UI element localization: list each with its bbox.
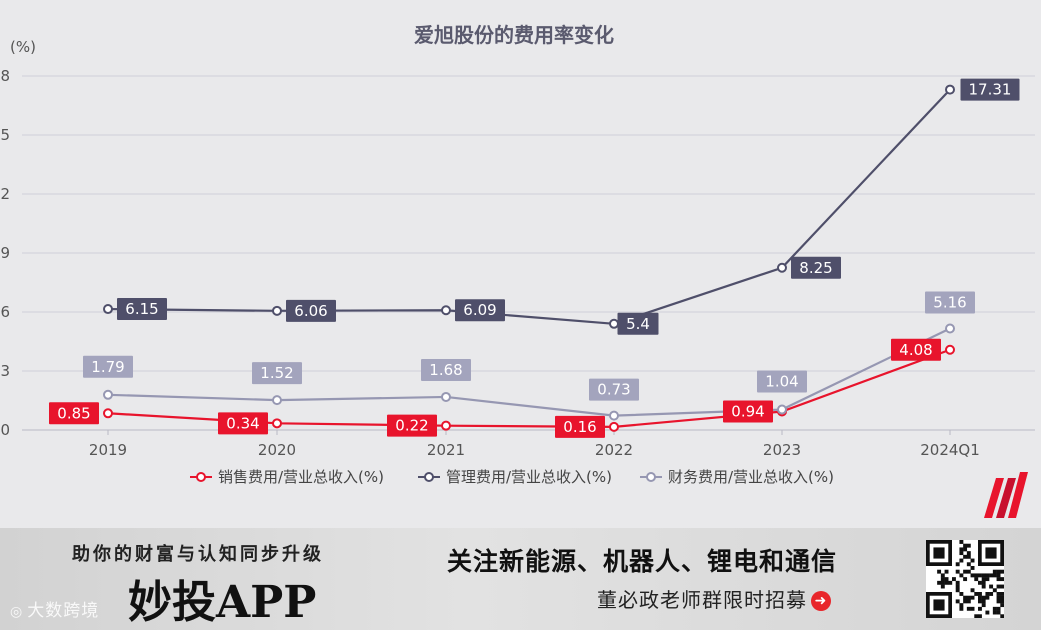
- legend-swatch-marker: [646, 472, 656, 482]
- data-label-box: [218, 412, 268, 435]
- data-point: [441, 305, 451, 316]
- watermark: ◎ 大数跨境: [10, 596, 99, 621]
- data-point: [609, 318, 619, 329]
- data-point: [609, 421, 619, 432]
- data-point: [272, 395, 282, 406]
- data-label: 8.25: [799, 259, 832, 277]
- promo-title: 关注新能源、机器人、锂电和通信: [447, 547, 838, 576]
- x-tick-label: 2019: [89, 441, 127, 459]
- data-label: 6.06: [294, 302, 327, 320]
- x-tick-label: 2021: [427, 441, 465, 459]
- y-tick-label: 15: [0, 126, 10, 144]
- data-label-box: [117, 298, 167, 321]
- qr-code-icon: [926, 540, 1004, 618]
- data-label: 17.31: [969, 81, 1012, 99]
- promo-subtitle[interactable]: 董必政老师群限时招募 ➜: [597, 584, 831, 613]
- app-name: 妙投APP: [128, 577, 317, 628]
- data-label: 6.15: [125, 300, 158, 318]
- data-point: [441, 391, 451, 402]
- promo-subtitle-text: 董必政老师群限时招募: [597, 588, 807, 612]
- data-label-box: [286, 299, 336, 322]
- data-label-box: [252, 362, 302, 385]
- data-label-box: [555, 415, 605, 438]
- data-point: [103, 304, 113, 315]
- data-label-box: [925, 291, 975, 314]
- x-tick-label: 2020: [258, 441, 296, 459]
- data-point: [945, 344, 955, 355]
- x-tick-label: 2022: [595, 441, 633, 459]
- data-label-box: [589, 378, 639, 401]
- y-axis-unit: (%): [10, 38, 36, 56]
- data-label-box: [49, 402, 99, 425]
- brand-logo-icon: ◎: [10, 604, 24, 620]
- data-label: 0.22: [395, 417, 428, 435]
- y-tick-label: 18: [0, 67, 10, 85]
- data-label-box: [723, 400, 773, 423]
- y-tick-label: 0: [0, 421, 10, 439]
- data-label: 5.16: [933, 294, 966, 312]
- data-label-box: [455, 299, 505, 322]
- data-label: 1.79: [91, 358, 124, 376]
- x-tick-label: 2023: [763, 441, 801, 459]
- data-label: 1.04: [765, 373, 798, 391]
- data-label-box: [387, 414, 437, 437]
- data-point: [103, 408, 113, 419]
- legend-label: 财务费用/营业总收入(%): [668, 468, 834, 486]
- data-label-box: [617, 312, 659, 335]
- data-label: 5.4: [626, 315, 650, 333]
- series-line: [107, 327, 951, 417]
- data-point: [272, 418, 282, 429]
- y-tick-label: 6: [0, 303, 10, 321]
- data-point: [272, 305, 282, 316]
- watermark-text: 大数跨境: [27, 601, 100, 621]
- data-point: [945, 323, 955, 334]
- slogan: 助你的财富与认知同步升级: [72, 544, 324, 565]
- data-label-box: [757, 370, 807, 393]
- legend-swatch-marker: [196, 472, 206, 482]
- data-point: [777, 404, 787, 415]
- chart-area: 爱旭股份的费用率变化 (%) 0 3 6 9 12 15 18 2019 2020 2021 202…: [0, 23, 1035, 518]
- data-label: 0.34: [226, 414, 259, 432]
- data-point: [441, 420, 451, 431]
- data-label-box: [421, 358, 471, 381]
- data-point: [945, 84, 955, 95]
- data-label-box: [83, 355, 133, 378]
- x-tick-label: 2024Q1: [920, 441, 980, 459]
- data-point: [609, 410, 619, 421]
- series-line: [107, 88, 951, 325]
- m-logo-icon: [984, 472, 1028, 518]
- data-label: 6.09: [463, 301, 496, 319]
- chart-title: 爱旭股份的费用率变化: [414, 23, 614, 47]
- y-tick-label: 9: [0, 244, 10, 262]
- data-label-box: [791, 256, 841, 279]
- circle-arrow-right-icon[interactable]: ➜: [811, 591, 831, 611]
- data-label: 0.94: [731, 403, 764, 421]
- data-label: 1.52: [260, 364, 293, 382]
- legend-swatch-marker: [424, 472, 434, 482]
- legend-label: 销售费用/营业总收入(%): [218, 468, 384, 486]
- data-point: [103, 389, 113, 400]
- data-point: [777, 262, 787, 273]
- legend-label: 管理费用/营业总收入(%): [446, 468, 612, 486]
- data-label-box: [960, 78, 1020, 101]
- data-label: 4.08: [899, 341, 932, 359]
- line-chart: 爱旭股份的费用率变化 (%) 0 3 6 9 12 15 18 2019 2020 2021 202…: [0, 23, 1035, 518]
- y-tick-label: 3: [0, 362, 10, 380]
- data-label: 0.85: [57, 404, 90, 422]
- data-label-box: [891, 338, 941, 361]
- data-label: 0.73: [597, 381, 630, 399]
- y-tick-label: 12: [0, 185, 10, 203]
- footer-banner[interactable]: 助你的财富与认知同步升级 妙投APP 关注新能源、机器人、锂电和通信 董必政老师…: [0, 528, 1041, 630]
- data-label: 1.68: [429, 361, 462, 379]
- data-label: 0.16: [563, 418, 596, 436]
